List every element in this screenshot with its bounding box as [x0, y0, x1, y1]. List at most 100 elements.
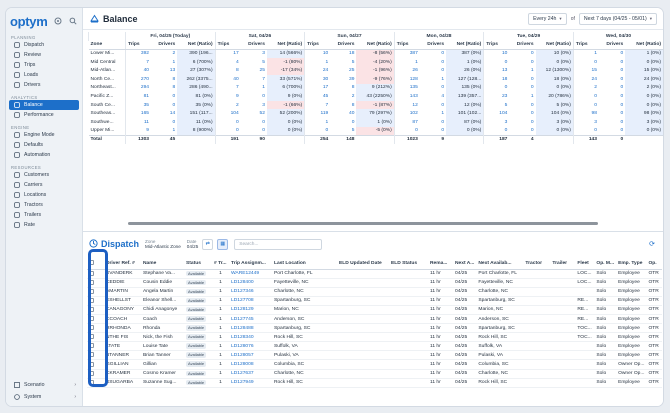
trips-cell[interactable]: 17: [304, 83, 331, 93]
trips-cell[interactable]: 270: [124, 74, 152, 84]
zone-cell[interactable]: South Ce...: [90, 102, 115, 108]
trips-cell[interactable]: 7: [214, 83, 241, 93]
trips-cell[interactable]: 98: [572, 109, 599, 118]
trip-link[interactable]: LD127708: [231, 298, 254, 304]
drivers-cell[interactable]: 3: [262, 51, 265, 57]
drivers-cell[interactable]: 0: [620, 93, 624, 99]
drivers-cell[interactable]: 52: [259, 111, 265, 117]
trips-cell[interactable]: 40: [214, 74, 241, 84]
trips-cell[interactable]: 0: [483, 126, 510, 136]
drivers-cell[interactable]: 8: [351, 102, 355, 108]
drivers-cell[interactable]: 0: [351, 119, 355, 125]
column-header[interactable]: Net (Ratio): [446, 40, 484, 50]
drivers-cell[interactable]: 13: [169, 68, 176, 74]
trip-link[interactable]: LD128008: [231, 361, 254, 367]
trip-link[interactable]: LD128076: [231, 343, 254, 349]
column-header[interactable]: Trips: [483, 40, 510, 50]
trips-cell[interactable]: 23: [483, 92, 510, 101]
zone-cell[interactable]: Southeas...: [90, 111, 116, 117]
sidebar-item-rate[interactable]: Rate: [9, 220, 79, 230]
drivers-cell[interactable]: 0: [441, 59, 445, 65]
search-input[interactable]: Search...: [234, 238, 323, 250]
drivers-cell[interactable]: 0: [441, 128, 445, 134]
table-view-button[interactable]: ▦: [217, 238, 229, 250]
sidebar-item-drivers[interactable]: Drivers: [9, 80, 79, 90]
drivers-cell[interactable]: 8: [172, 76, 176, 82]
drivers-cell[interactable]: 1: [441, 111, 445, 117]
drivers-cell[interactable]: 0: [530, 59, 534, 65]
trips-cell[interactable]: 10: [304, 49, 331, 58]
trips-cell[interactable]: 45: [304, 92, 331, 101]
zone-cell[interactable]: North Ce...: [90, 76, 115, 82]
column-header[interactable]: Trips: [393, 40, 420, 50]
column-header[interactable]: Fleet: [575, 258, 595, 270]
date-filter[interactable]: Date 04/25: [187, 239, 199, 250]
sidebar-item-customers[interactable]: Customers: [9, 170, 79, 180]
trips-cell[interactable]: 26: [393, 66, 420, 75]
column-header[interactable]: Trailer: [550, 258, 576, 270]
drivers-cell[interactable]: 0: [530, 119, 534, 125]
trips-cell[interactable]: 0: [214, 126, 241, 136]
trips-cell[interactable]: 392: [124, 49, 152, 58]
drivers-cell[interactable]: 14: [169, 111, 176, 117]
trips-cell[interactable]: 8: [214, 66, 241, 75]
zone-cell[interactable]: Northeast...: [90, 85, 116, 91]
trips-cell[interactable]: 24: [572, 74, 599, 84]
trips-cell[interactable]: 24: [304, 66, 331, 75]
column-header[interactable]: Drivers: [509, 40, 536, 50]
trips-cell[interactable]: 3: [483, 117, 510, 127]
drivers-cell[interactable]: 1: [530, 68, 534, 74]
trips-cell[interactable]: 104: [483, 109, 510, 118]
trips-cell[interactable]: 0: [483, 83, 510, 93]
drivers-cell[interactable]: 0: [262, 119, 265, 125]
trips-cell[interactable]: 165: [124, 109, 152, 118]
search-icon[interactable]: [68, 16, 78, 26]
drivers-cell[interactable]: 25: [259, 68, 265, 74]
trips-cell[interactable]: 104: [214, 109, 241, 118]
drivers-cell[interactable]: 39: [349, 76, 355, 82]
trip-link[interactable]: LD128057: [231, 352, 254, 358]
trips-cell[interactable]: 5: [483, 100, 510, 110]
drivers-cell[interactable]: 0: [620, 119, 624, 125]
zone-cell[interactable]: Southwe...: [90, 119, 114, 125]
table-row[interactable]: AMARTIN Angela Martin Available 1 LD127346 Ch…: [87, 287, 663, 297]
trips-cell[interactable]: 0: [393, 126, 420, 136]
drivers-cell[interactable]: 7: [262, 76, 265, 82]
column-header[interactable]: Trip Assignm...: [229, 258, 272, 270]
trips-cell[interactable]: 13: [483, 66, 510, 75]
trips-cell[interactable]: 1: [304, 117, 331, 127]
trips-cell[interactable]: 128: [393, 74, 420, 84]
trips-cell[interactable]: 0: [214, 117, 241, 127]
trip-link[interactable]: LD127745: [231, 316, 254, 322]
drivers-cell[interactable]: 0: [530, 85, 534, 91]
drivers-cell[interactable]: 8: [172, 85, 176, 91]
drivers-cell[interactable]: 0: [530, 102, 534, 108]
trips-cell[interactable]: 0: [572, 57, 599, 67]
range-select[interactable]: Next 7 days (04/25 - 05/01) ▾: [578, 12, 657, 25]
trips-cell[interactable]: 30: [304, 74, 331, 84]
trip-link[interactable]: LD127637: [231, 371, 254, 377]
table-row[interactable]: SVANDERK Stephane Va... Available 1 WARE1244…: [87, 269, 663, 279]
drivers-cell[interactable]: 0: [530, 76, 534, 82]
trips-cell[interactable]: 17: [214, 49, 241, 58]
trips-cell[interactable]: 0: [572, 126, 599, 136]
horizontal-scrollbar[interactable]: [128, 222, 598, 225]
table-row[interactable]: CKRAMER Cosmo Kramer Available 1 LD127637 Cha…: [87, 369, 663, 379]
drivers-cell[interactable]: 0: [620, 128, 624, 134]
column-header[interactable]: Tractor: [523, 258, 551, 270]
sidebar-item-tractors[interactable]: Tractors: [9, 200, 79, 210]
trips-cell[interactable]: 87: [393, 117, 420, 127]
drivers-cell[interactable]: 5: [262, 59, 265, 65]
drivers-cell[interactable]: 0: [620, 85, 624, 91]
drivers-cell[interactable]: 2: [172, 51, 176, 57]
trips-cell[interactable]: 10: [483, 49, 510, 58]
drivers-cell[interactable]: 0: [172, 119, 176, 125]
trips-cell[interactable]: 81: [124, 92, 152, 101]
trips-cell[interactable]: 2: [214, 100, 241, 110]
zone-cell[interactable]: Mid-Atlan...: [90, 68, 116, 74]
sidebar-item-dispatch[interactable]: Dispatch: [9, 40, 79, 50]
zone-cell[interactable]: Pacific Z...: [90, 93, 114, 99]
trip-link[interactable]: WARE12449: [231, 271, 260, 277]
trips-cell[interactable]: 9: [214, 92, 241, 101]
column-header[interactable]: Drivers: [330, 40, 357, 50]
